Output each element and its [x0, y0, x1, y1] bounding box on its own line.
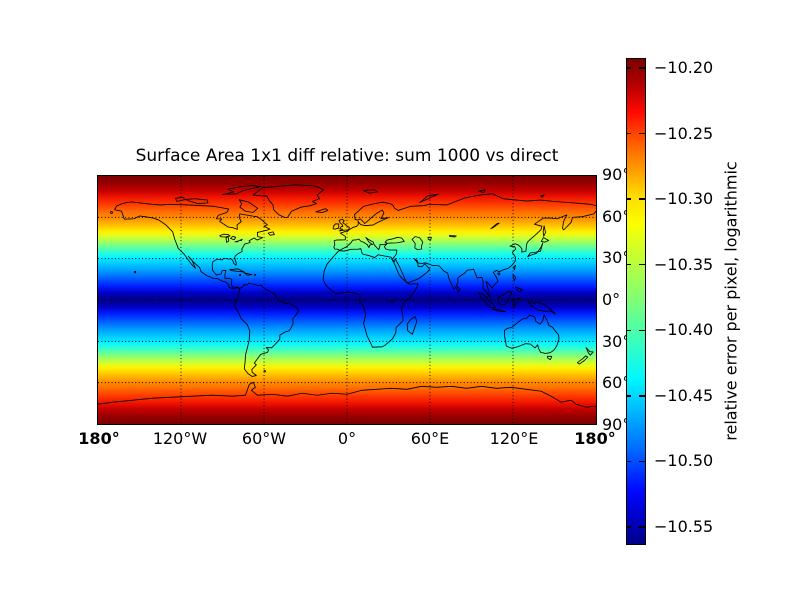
colorbar-tick	[639, 329, 646, 332]
colorbar-tick	[639, 67, 646, 69]
colorbar-tick-label: −10.25	[654, 124, 714, 143]
graticule-gridlines	[98, 176, 596, 424]
colorbar-tick	[639, 263, 646, 266]
colorbar-tick-label: −10.35	[654, 255, 714, 274]
colorbar-tick	[639, 526, 646, 528]
colorbar-tick	[627, 263, 631, 266]
colorbar-tick	[627, 460, 631, 463]
colorbar-tick-label: −10.40	[654, 320, 714, 339]
colorbar	[626, 58, 646, 545]
colorbar-tick	[639, 198, 646, 200]
x-tick-label-0: 0°	[337, 429, 357, 448]
y-tick-label-30s: 30°	[602, 332, 631, 351]
x-tick-label-180e: 180°	[574, 429, 616, 448]
world-map-coastlines-svg	[98, 176, 596, 424]
x-tick-label-60e: 60°E	[410, 429, 450, 448]
x-tick-label-120w: 120°W	[152, 429, 208, 448]
colorbar-tick	[639, 132, 646, 135]
y-tick-label-30n: 30°	[602, 248, 631, 267]
y-tick-label-90s: 90°	[602, 415, 631, 434]
y-tick-label-60n: 60°	[602, 207, 631, 226]
colorbar-tick-label: −10.30	[654, 189, 714, 208]
colorbar-tick-label: −10.50	[654, 451, 714, 470]
x-tick-label-60w: 60°W	[241, 429, 287, 448]
colorbar-tick	[627, 395, 631, 397]
colorbar-tick	[627, 329, 631, 332]
y-tick-label-0: 0°	[602, 290, 621, 309]
colorbar-tick-label: −10.45	[654, 386, 714, 405]
colorbar-tick-label: −10.55	[654, 517, 714, 536]
plot-title: Surface Area 1x1 diff relative: sum 1000…	[135, 146, 559, 166]
colorbar-tick	[639, 460, 646, 463]
colorbar-tick	[639, 395, 646, 397]
y-tick-label-60s: 60°	[602, 373, 631, 392]
map-axes	[97, 175, 597, 425]
y-tick-label-90n: 90°	[602, 165, 631, 184]
colorbar-axis-label: relative error per pixel, logarithmic	[721, 161, 741, 441]
coastlines	[98, 184, 596, 408]
colorbar-tick	[627, 198, 631, 200]
x-tick-label-180w: 180°	[78, 429, 120, 448]
colorbar-tick-label: −10.20	[654, 58, 714, 77]
colorbar-tick	[627, 526, 631, 528]
colorbar-tick	[627, 132, 631, 135]
x-tick-label-120e: 120°E	[489, 429, 539, 448]
colorbar-tick	[627, 67, 631, 69]
